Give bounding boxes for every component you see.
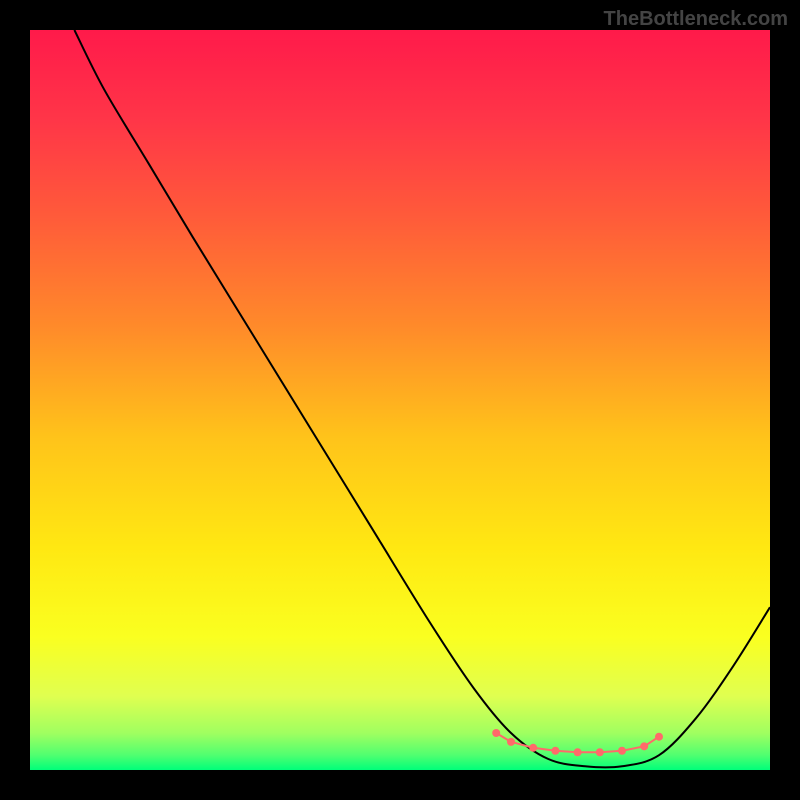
bottleneck-curve-path (74, 30, 770, 767)
bottom-markers-group (492, 729, 663, 756)
plot-area (30, 30, 770, 770)
watermark-text: TheBottleneck.com (604, 8, 788, 31)
curve-layer (30, 30, 770, 770)
